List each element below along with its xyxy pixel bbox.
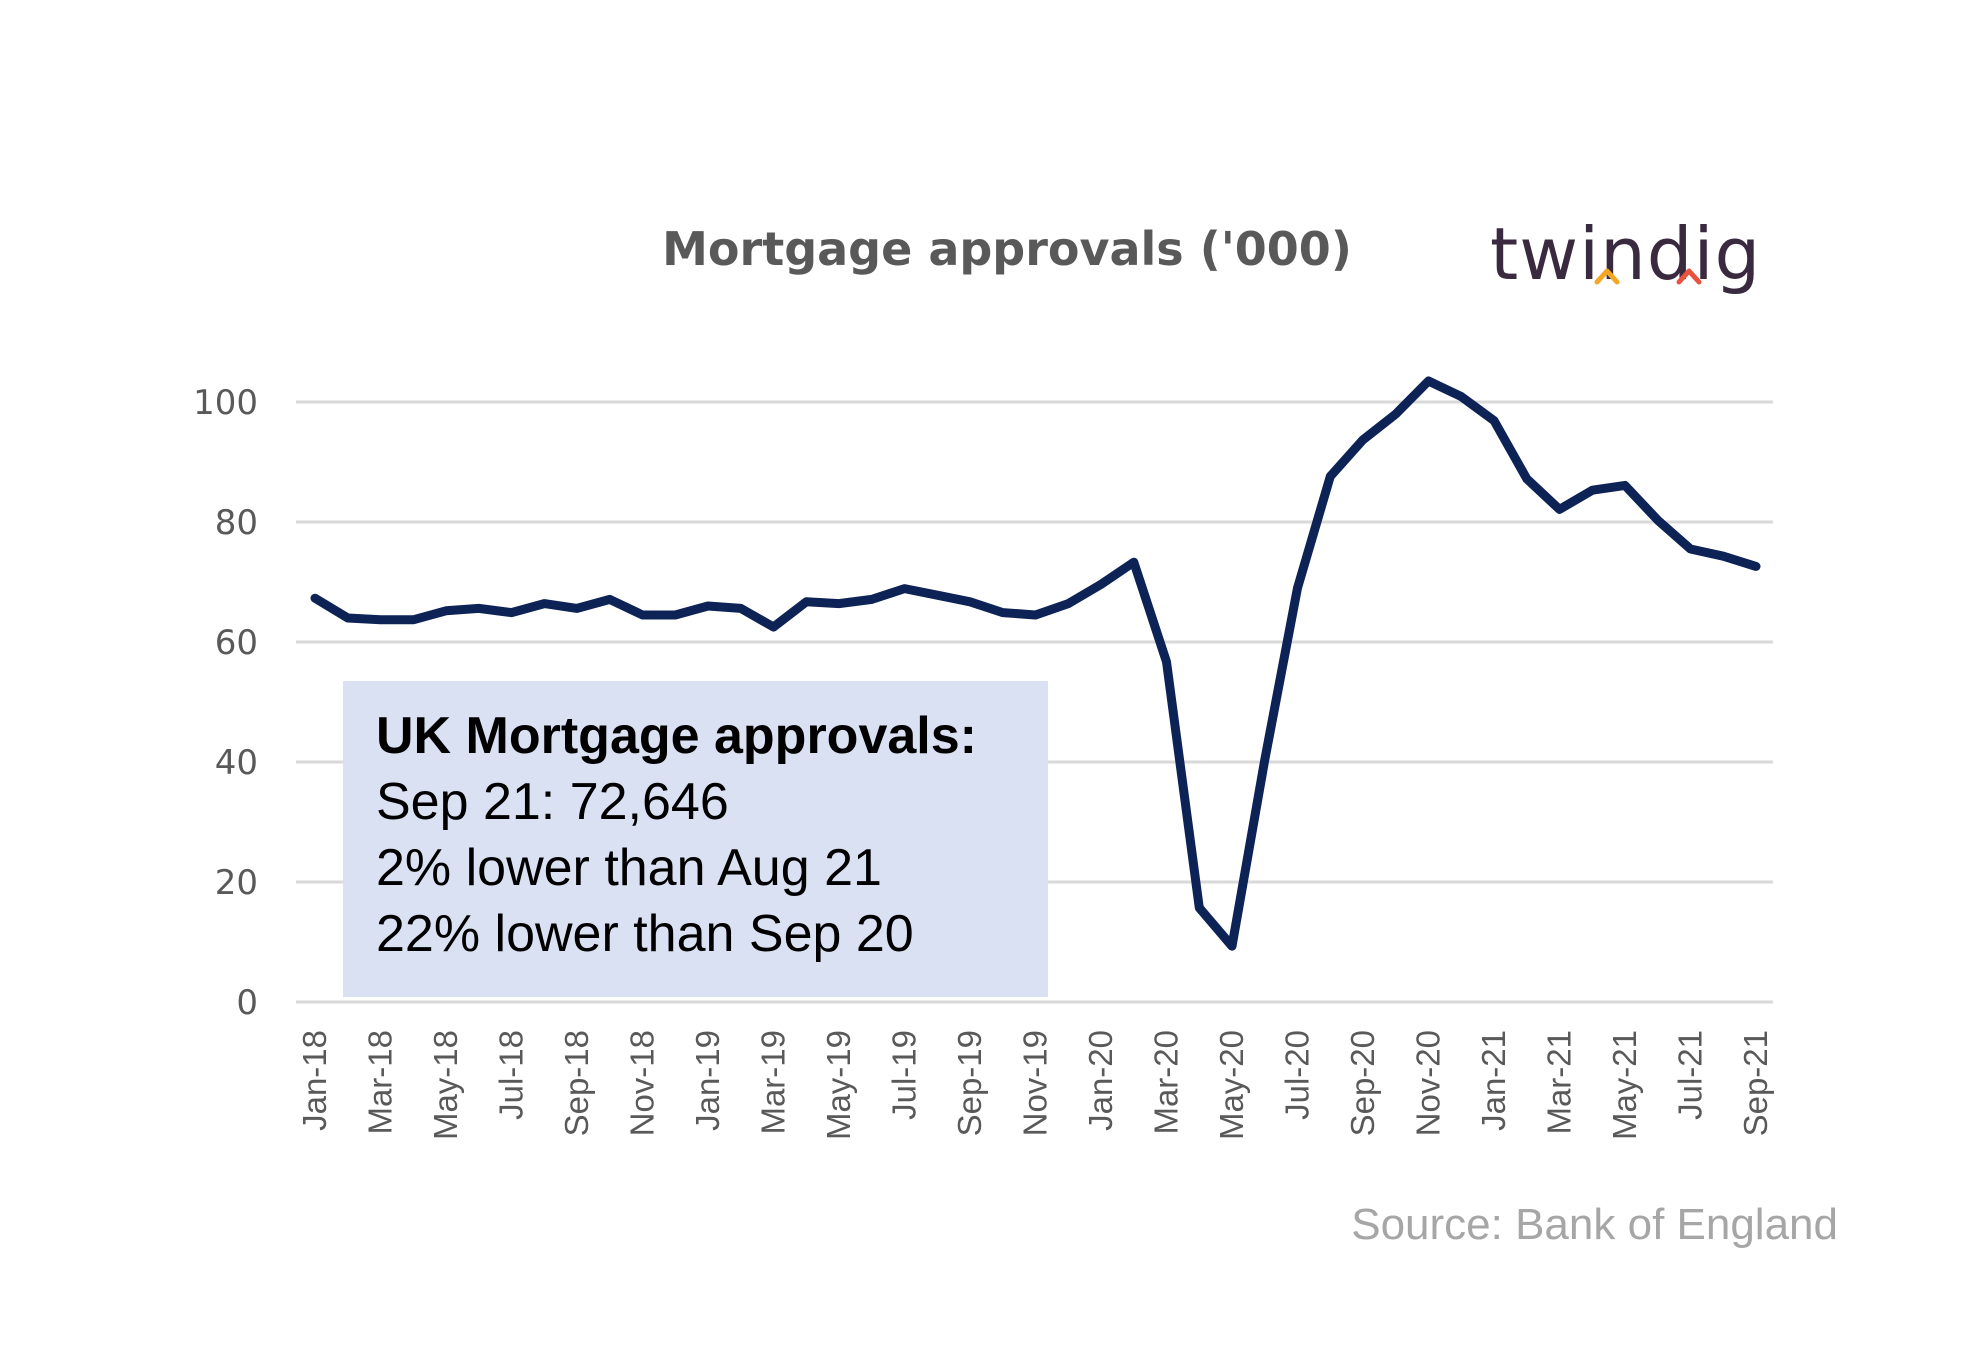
x-tick-label: May-20: [1213, 1030, 1250, 1140]
logo-accent-icon: [1594, 218, 1620, 285]
x-tick-label: Jul-18: [493, 1030, 530, 1120]
x-tick-label: Jan-19: [689, 1030, 726, 1131]
brand-name: twindig: [1490, 212, 1762, 296]
x-tick-label: Mar-19: [755, 1030, 792, 1135]
x-tick-label: Jan-20: [1082, 1030, 1119, 1131]
x-tick-label: Sep-19: [951, 1030, 988, 1136]
x-tick-label: Jan-18: [296, 1030, 333, 1131]
x-tick-label: Jul-21: [1672, 1030, 1709, 1120]
y-tick-label: 100: [193, 383, 258, 423]
x-tick-label: Jan-21: [1475, 1030, 1512, 1131]
x-tick-label: Nov-20: [1410, 1030, 1447, 1136]
y-tick-label: 40: [215, 743, 258, 783]
x-tick-label: Mar-18: [362, 1030, 399, 1135]
source-note: Source: Bank of England: [1351, 1200, 1838, 1249]
x-tick-label: May-19: [820, 1030, 857, 1140]
x-tick-label: May-21: [1606, 1030, 1643, 1140]
x-tick-label: Mar-20: [1148, 1030, 1185, 1135]
x-tick-label: May-18: [427, 1030, 464, 1140]
annotation-line: 22% lower than Sep 20: [376, 905, 914, 963]
x-tick-label: Sep-21: [1737, 1030, 1774, 1136]
annotation-line: Sep 21: 72,646: [376, 773, 729, 831]
y-tick-label: 20: [215, 863, 258, 903]
x-tick-label: Jul-19: [886, 1030, 923, 1120]
chart-title: Mortgage approvals ('000): [662, 222, 1352, 276]
logo-accent-icon: [1676, 218, 1702, 285]
x-tick-label: Nov-18: [624, 1030, 661, 1136]
y-tick-label: 0: [236, 983, 258, 1023]
x-tick-label: Jul-20: [1279, 1030, 1316, 1120]
x-tick-label: Sep-18: [558, 1030, 595, 1136]
x-tick-label: Mar-21: [1541, 1030, 1578, 1135]
y-tick-label: 60: [215, 623, 258, 663]
x-tick-label: Nov-19: [1017, 1030, 1054, 1136]
annotation-heading: UK Mortgage approvals:: [376, 707, 977, 765]
annotation-box: UK Mortgage approvals: Sep 21: 72,646 2%…: [343, 681, 1048, 997]
y-tick-label: 80: [215, 503, 258, 543]
brand-logo: twindig: [1490, 212, 1761, 296]
x-tick-label: Sep-20: [1344, 1030, 1381, 1136]
annotation-line: 2% lower than Aug 21: [376, 839, 882, 897]
series-line: [310, 376, 1761, 951]
